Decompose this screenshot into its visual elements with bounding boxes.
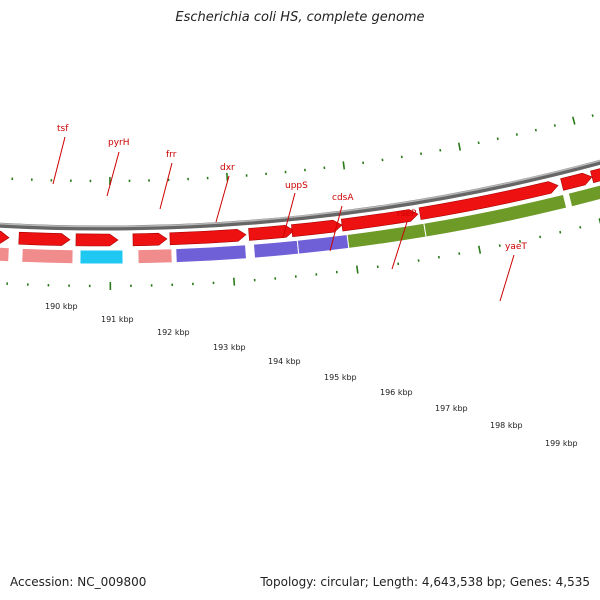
gene-leader-line [215, 175, 230, 223]
accession-text: Accession: NC_009800 [10, 575, 147, 589]
label-layer: tsf pyrH frr dxr uppS cdsA rseP yaeT [52, 124, 527, 302]
gene-leader-line [106, 151, 120, 197]
genome-backbone [0, 159, 600, 231]
feature-block [21, 247, 74, 265]
gene-leader-line [391, 221, 408, 270]
feature-block [423, 193, 568, 238]
kbp-label: 192 kbp [157, 328, 190, 337]
feature-layer [0, 184, 600, 265]
tick-mark [572, 116, 576, 125]
tick-mark [553, 124, 556, 127]
tick-mark [518, 240, 522, 243]
gene-label: tsf [57, 124, 69, 134]
gene-label: frr [166, 150, 177, 160]
kbp-label: 198 kbp [490, 421, 523, 430]
feature-block [175, 244, 248, 264]
tick-mark [477, 245, 482, 254]
tick-mark [534, 128, 537, 132]
gene-label: uppS [285, 181, 308, 191]
tick-mark [356, 265, 359, 274]
topology-text: Topology: circular; Length: 4,643,538 bp… [260, 575, 590, 589]
kbp-label: 195 kbp [324, 373, 357, 382]
tick-mark [496, 137, 499, 141]
cds-arrow [18, 231, 71, 246]
feature-block [79, 249, 124, 265]
gene-label: cdsA [332, 193, 354, 203]
kbp-label: 193 kbp [213, 343, 246, 352]
gene-label: pyrH [108, 138, 130, 148]
gene-label: rseP [397, 209, 417, 219]
tick-mark [233, 277, 236, 286]
cds-arrow [169, 228, 247, 246]
cds-arrow [248, 225, 295, 241]
cds-arrow [418, 181, 559, 220]
feature-block [252, 239, 300, 259]
tick-mark [591, 114, 594, 117]
tick-mark [559, 230, 562, 234]
kbp-label: 191 kbp [101, 315, 134, 324]
outer-tick-ring [6, 218, 600, 290]
tick-mark [579, 225, 582, 229]
map-title: Escherichia coli HS, complete genome [175, 10, 425, 25]
feature-block [137, 248, 173, 265]
backbone-layer [0, 159, 600, 231]
kbp-label: 199 kbp [545, 439, 578, 448]
cds-layer [0, 168, 600, 247]
tick-mark [342, 161, 346, 170]
gene-leader-line [329, 205, 343, 252]
cds-arrow [132, 232, 168, 247]
cds-arrow [560, 172, 593, 191]
inner-tick-ring [11, 114, 594, 185]
tick-mark [539, 235, 542, 239]
kbp-label: 194 kbp [268, 357, 301, 366]
tick-mark [515, 133, 518, 136]
gene-leader-line [282, 192, 296, 239]
cds-arrow [75, 233, 119, 247]
gene-leader-line [499, 254, 515, 302]
gene-label: dxr [220, 163, 235, 173]
feature-block [567, 184, 600, 208]
gene-leader-line [52, 136, 66, 185]
genome-backbone-highlight [0, 159, 600, 228]
tick-layer [6, 114, 600, 290]
gene-label: yaeT [505, 242, 527, 252]
cds-arrow [340, 209, 419, 232]
kbp-label: 197 kbp [435, 404, 468, 413]
kbp-label: 190 kbp [45, 302, 78, 311]
cds-arrow [590, 168, 600, 184]
feature-block [0, 246, 10, 263]
feature-block [296, 233, 350, 255]
kbp-label: 196 kbp [380, 388, 413, 397]
tick-mark [226, 172, 229, 181]
tick-mark [457, 142, 462, 151]
kbp-layer: 190 kbp 191 kbp 192 kbp 193 kbp 194 kbp 195 k… [45, 302, 578, 448]
gene-leader-line [159, 162, 173, 210]
cds-arrow [0, 230, 10, 244]
